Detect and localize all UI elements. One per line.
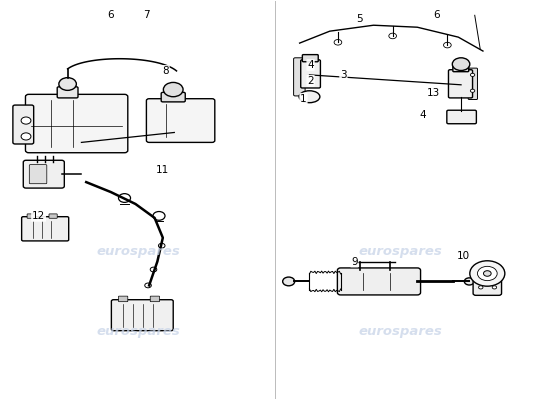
- Text: eurospares: eurospares: [359, 245, 443, 258]
- FancyBboxPatch shape: [447, 110, 476, 124]
- FancyBboxPatch shape: [146, 99, 215, 142]
- FancyBboxPatch shape: [25, 94, 128, 153]
- Circle shape: [452, 58, 470, 70]
- Circle shape: [150, 267, 157, 272]
- Text: 9: 9: [351, 256, 358, 266]
- Circle shape: [483, 271, 491, 276]
- FancyBboxPatch shape: [112, 300, 173, 331]
- Circle shape: [21, 133, 31, 140]
- Text: 1: 1: [300, 94, 307, 104]
- Circle shape: [158, 243, 165, 248]
- Circle shape: [470, 73, 475, 76]
- Circle shape: [334, 40, 342, 45]
- Circle shape: [389, 33, 397, 39]
- Text: 10: 10: [457, 251, 470, 261]
- Text: 3: 3: [340, 70, 346, 80]
- FancyBboxPatch shape: [49, 214, 57, 218]
- Circle shape: [470, 89, 475, 92]
- FancyBboxPatch shape: [57, 87, 78, 98]
- FancyBboxPatch shape: [294, 58, 305, 96]
- FancyBboxPatch shape: [468, 68, 477, 100]
- Ellipse shape: [299, 91, 320, 103]
- FancyBboxPatch shape: [29, 165, 47, 184]
- Circle shape: [283, 277, 295, 286]
- Text: 12: 12: [32, 211, 45, 221]
- Text: eurospares: eurospares: [96, 245, 180, 258]
- Text: 4: 4: [307, 60, 314, 70]
- FancyBboxPatch shape: [161, 92, 185, 102]
- Circle shape: [163, 82, 183, 97]
- FancyBboxPatch shape: [337, 268, 421, 295]
- FancyBboxPatch shape: [150, 296, 159, 302]
- FancyBboxPatch shape: [302, 55, 318, 62]
- Circle shape: [478, 286, 483, 289]
- Text: 6: 6: [107, 10, 114, 20]
- FancyBboxPatch shape: [13, 105, 34, 144]
- Circle shape: [470, 261, 505, 286]
- FancyBboxPatch shape: [473, 266, 502, 295]
- FancyBboxPatch shape: [23, 160, 64, 188]
- Text: eurospares: eurospares: [359, 324, 443, 338]
- Text: 4: 4: [420, 110, 426, 120]
- Circle shape: [443, 42, 451, 48]
- Text: eurospares: eurospares: [96, 324, 180, 338]
- Circle shape: [464, 278, 474, 285]
- Circle shape: [153, 212, 165, 220]
- Circle shape: [59, 78, 76, 90]
- FancyBboxPatch shape: [118, 296, 128, 302]
- Circle shape: [145, 283, 151, 288]
- Circle shape: [477, 266, 497, 281]
- Text: 5: 5: [356, 14, 363, 24]
- FancyBboxPatch shape: [301, 60, 321, 88]
- Circle shape: [492, 286, 497, 289]
- Circle shape: [118, 194, 130, 202]
- FancyBboxPatch shape: [448, 70, 472, 98]
- Circle shape: [21, 117, 31, 124]
- Text: 7: 7: [143, 10, 150, 20]
- FancyBboxPatch shape: [453, 64, 469, 72]
- FancyBboxPatch shape: [21, 217, 69, 241]
- Text: 8: 8: [162, 66, 169, 76]
- FancyBboxPatch shape: [27, 214, 35, 218]
- Text: 11: 11: [156, 165, 169, 175]
- Text: 6: 6: [433, 10, 440, 20]
- Text: 13: 13: [427, 88, 441, 98]
- Text: 2: 2: [307, 76, 314, 86]
